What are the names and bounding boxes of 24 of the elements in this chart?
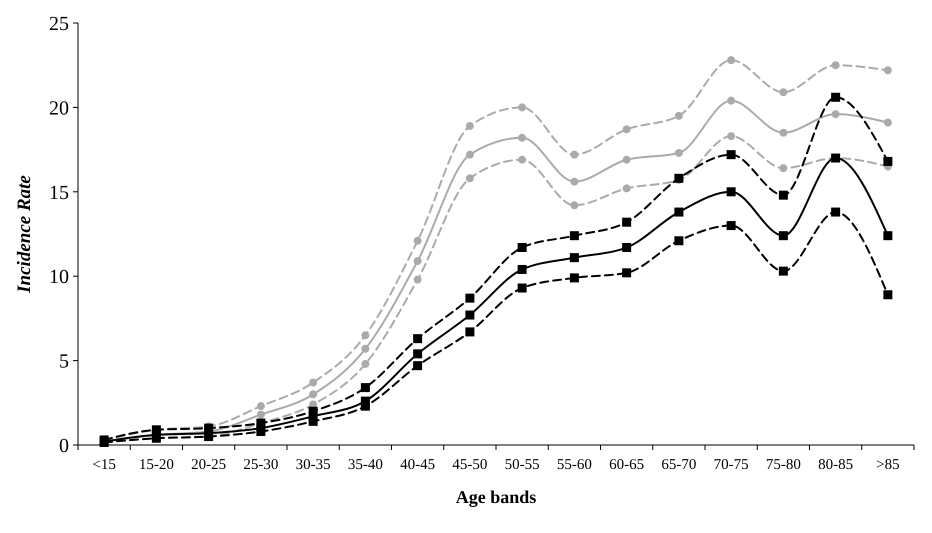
x-tick-label: 35-40 — [348, 457, 383, 473]
y-tick-label: 0 — [59, 435, 69, 457]
x-tick-label: 15-20 — [138, 457, 174, 473]
x-tick-label: 30-35 — [296, 457, 331, 473]
x-tick-label: 40-45 — [400, 457, 436, 473]
y-tick-label: 25 — [49, 13, 69, 35]
x-tick-label: 65-70 — [661, 457, 696, 473]
y-tick-label: 20 — [49, 97, 69, 120]
x-tick-label: 55-60 — [556, 457, 592, 473]
y-tick-label: 5 — [59, 350, 69, 373]
x-tick-label: 20-25 — [191, 457, 226, 473]
x-tick-label: 60-65 — [609, 457, 644, 473]
x-tick-label: 50-55 — [504, 457, 540, 473]
y-tick-label: 10 — [49, 266, 69, 288]
y-axis-title: Incidence Rate — [14, 174, 35, 294]
x-tick-label: 45-50 — [452, 457, 488, 473]
x-tick-label: >85 — [876, 457, 900, 473]
x-tick-label: 80-85 — [818, 457, 854, 473]
x-tick-label: 75-80 — [766, 457, 801, 473]
x-tick-label: 70-75 — [714, 457, 749, 473]
x-axis-title: Age bands — [456, 487, 536, 507]
y-tick-label: 15 — [49, 182, 69, 204]
x-tick-label: <15 — [92, 457, 116, 473]
x-tick-label: 25-30 — [243, 457, 278, 473]
